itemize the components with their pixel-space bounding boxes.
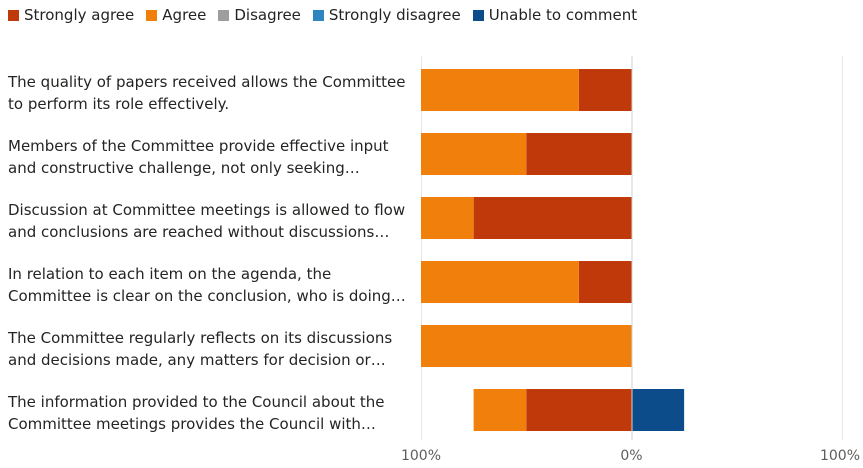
category-label-line: In relation to each item on the agenda, …	[8, 265, 331, 283]
bar-segment	[421, 133, 527, 175]
bar-segment	[473, 389, 527, 431]
bar-segment	[578, 261, 632, 303]
legend-item[interactable]: Agree	[146, 6, 206, 24]
bar-segment	[473, 197, 632, 239]
category-label: In relation to each item on the agenda, …	[8, 265, 406, 305]
category-label-line: and conclusions are reached without disc…	[8, 223, 389, 241]
bar-segment	[421, 261, 579, 303]
legend-swatch	[218, 9, 230, 21]
legend-label: Agree	[162, 6, 207, 24]
category-label-line: The Committee regularly reflects on its …	[7, 329, 392, 347]
category-label: The Committee regularly reflects on its …	[7, 329, 392, 369]
bar-segment	[421, 69, 579, 111]
bar-segment	[421, 197, 474, 239]
legend-label: Strongly agree	[24, 6, 135, 24]
category-label: The quality of papers received allows th…	[7, 73, 406, 113]
category-label-line: and constructive challenge, not only see…	[8, 159, 360, 177]
legend-swatch	[472, 9, 484, 21]
x-tick-label: 100%	[820, 448, 860, 464]
category-label-line: Discussion at Committee meetings is allo…	[8, 201, 405, 219]
category-label-line: Members of the Committee provide effecti…	[8, 137, 389, 155]
legend-item[interactable]: Unable to comment	[472, 6, 638, 24]
bar-segment	[526, 389, 632, 431]
bar-segment	[421, 325, 632, 367]
category-label-line: The information provided to the Council …	[7, 393, 385, 411]
legend-swatch	[8, 9, 19, 21]
category-label-line: Committee meetings provides the Council …	[8, 415, 376, 433]
category-label: Members of the Committee provide effecti…	[8, 137, 389, 177]
legend-item[interactable]: Strongly agree	[8, 6, 134, 24]
x-tick-label: 0%	[620, 448, 642, 464]
category-label-line: The quality of papers received allows th…	[7, 73, 406, 91]
category-label-line: Committee is clear on the conclusion, wh…	[8, 287, 406, 305]
legend-label: Strongly disagree	[328, 6, 461, 24]
legend-label: Disagree	[234, 6, 301, 24]
category-label: The information provided to the Council …	[7, 393, 385, 433]
legend-item[interactable]: Strongly disagree	[312, 6, 461, 24]
bar-segment	[526, 133, 632, 175]
category-label-line: and decisions made, any matters for deci…	[8, 351, 386, 369]
legend-label: Unable to comment	[488, 6, 638, 24]
category-label-line: to perform its role effectively.	[8, 95, 229, 113]
bar-segment	[578, 69, 632, 111]
legend-swatch	[146, 9, 158, 21]
chart-legend: Strongly agree Agree Disagree Strongly disa…	[8, 4, 637, 26]
bar-segment	[631, 389, 685, 431]
x-tick-label: 100%	[401, 448, 441, 464]
legend-item[interactable]: Disagree	[218, 6, 301, 24]
legend-swatch	[312, 9, 324, 21]
category-label: Discussion at Committee meetings is allo…	[8, 201, 405, 241]
